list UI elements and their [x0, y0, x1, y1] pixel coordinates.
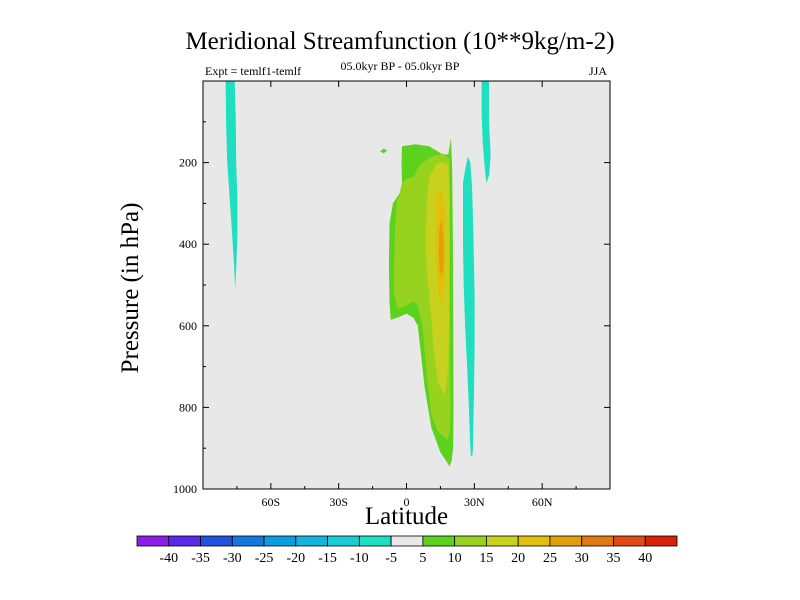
x-tick-label-60S: 60S [261, 495, 280, 509]
colorbar-swatch [136, 535, 170, 547]
colorbar-label: 30 [575, 551, 589, 566]
colorbar-swatch [263, 535, 297, 547]
colorbar-label: 10 [448, 551, 462, 566]
colorbar-swatch [454, 535, 487, 547]
colorbar-label: -40 [159, 551, 178, 566]
colorbar-swatch [231, 535, 265, 547]
colorbar-swatch [168, 535, 201, 547]
colorbar-swatch [327, 535, 360, 547]
colorbar-swatch [613, 535, 646, 547]
x-tick-label-30N: 30N [464, 495, 485, 509]
y-tick-label-400: 400 [179, 237, 197, 251]
colorbar-swatch [422, 535, 456, 547]
colorbar-label: -10 [350, 551, 369, 566]
x-tick-label-60N: 60N [532, 495, 553, 509]
colorbar-label: -25 [255, 551, 274, 566]
colorbar-label: 20 [511, 551, 525, 566]
colorbar-swatch [200, 535, 233, 547]
colorbar-swatch [295, 535, 328, 547]
x-tick-label-30S: 30S [329, 495, 348, 509]
colorbar-label: -35 [191, 551, 210, 566]
colorbar-swatch [581, 535, 614, 547]
colorbar-label: 40 [638, 551, 652, 566]
period-label: 05.0kyr BP - 05.0kyr BP [340, 59, 460, 73]
colorbar-label: 25 [543, 551, 557, 566]
positive-region-5-dot [380, 148, 388, 154]
colorbar-label: -30 [223, 551, 242, 566]
x-axis-label: Latitude [364, 503, 449, 530]
colorbar-label: 5 [419, 551, 426, 566]
x-tick-label-0: 0 [404, 495, 410, 509]
colorbar-label: -15 [318, 551, 337, 566]
colorbar-label: 15 [479, 551, 493, 566]
colorbar-label: -5 [385, 551, 397, 566]
y-tick-label-600: 600 [179, 319, 197, 333]
y-tick-label-1000: 1000 [173, 482, 197, 496]
colorbar-swatch [549, 535, 583, 547]
colorbar-swatch [390, 535, 424, 547]
colorbar-swatch [358, 535, 392, 547]
positive-region-25 [438, 219, 444, 277]
experiment-label: Expt = temlf1-temlf [205, 64, 302, 78]
colorbar-swatch [517, 535, 551, 547]
y-tick-label-200: 200 [179, 156, 197, 170]
negative-column-south [225, 81, 238, 290]
chart-title: Meridional Streamfunction (10**9kg/m-2) [185, 28, 615, 55]
negative-column-north-upper [481, 81, 491, 183]
colorbar-swatch [486, 535, 519, 547]
colorbar-swatch [644, 535, 678, 547]
negative-column-north-main [463, 156, 475, 457]
season-label: JJA [589, 64, 608, 78]
colorbar-label: 35 [606, 551, 620, 566]
colorbar-label: -20 [286, 551, 305, 566]
y-tick-label-800: 800 [179, 400, 197, 414]
